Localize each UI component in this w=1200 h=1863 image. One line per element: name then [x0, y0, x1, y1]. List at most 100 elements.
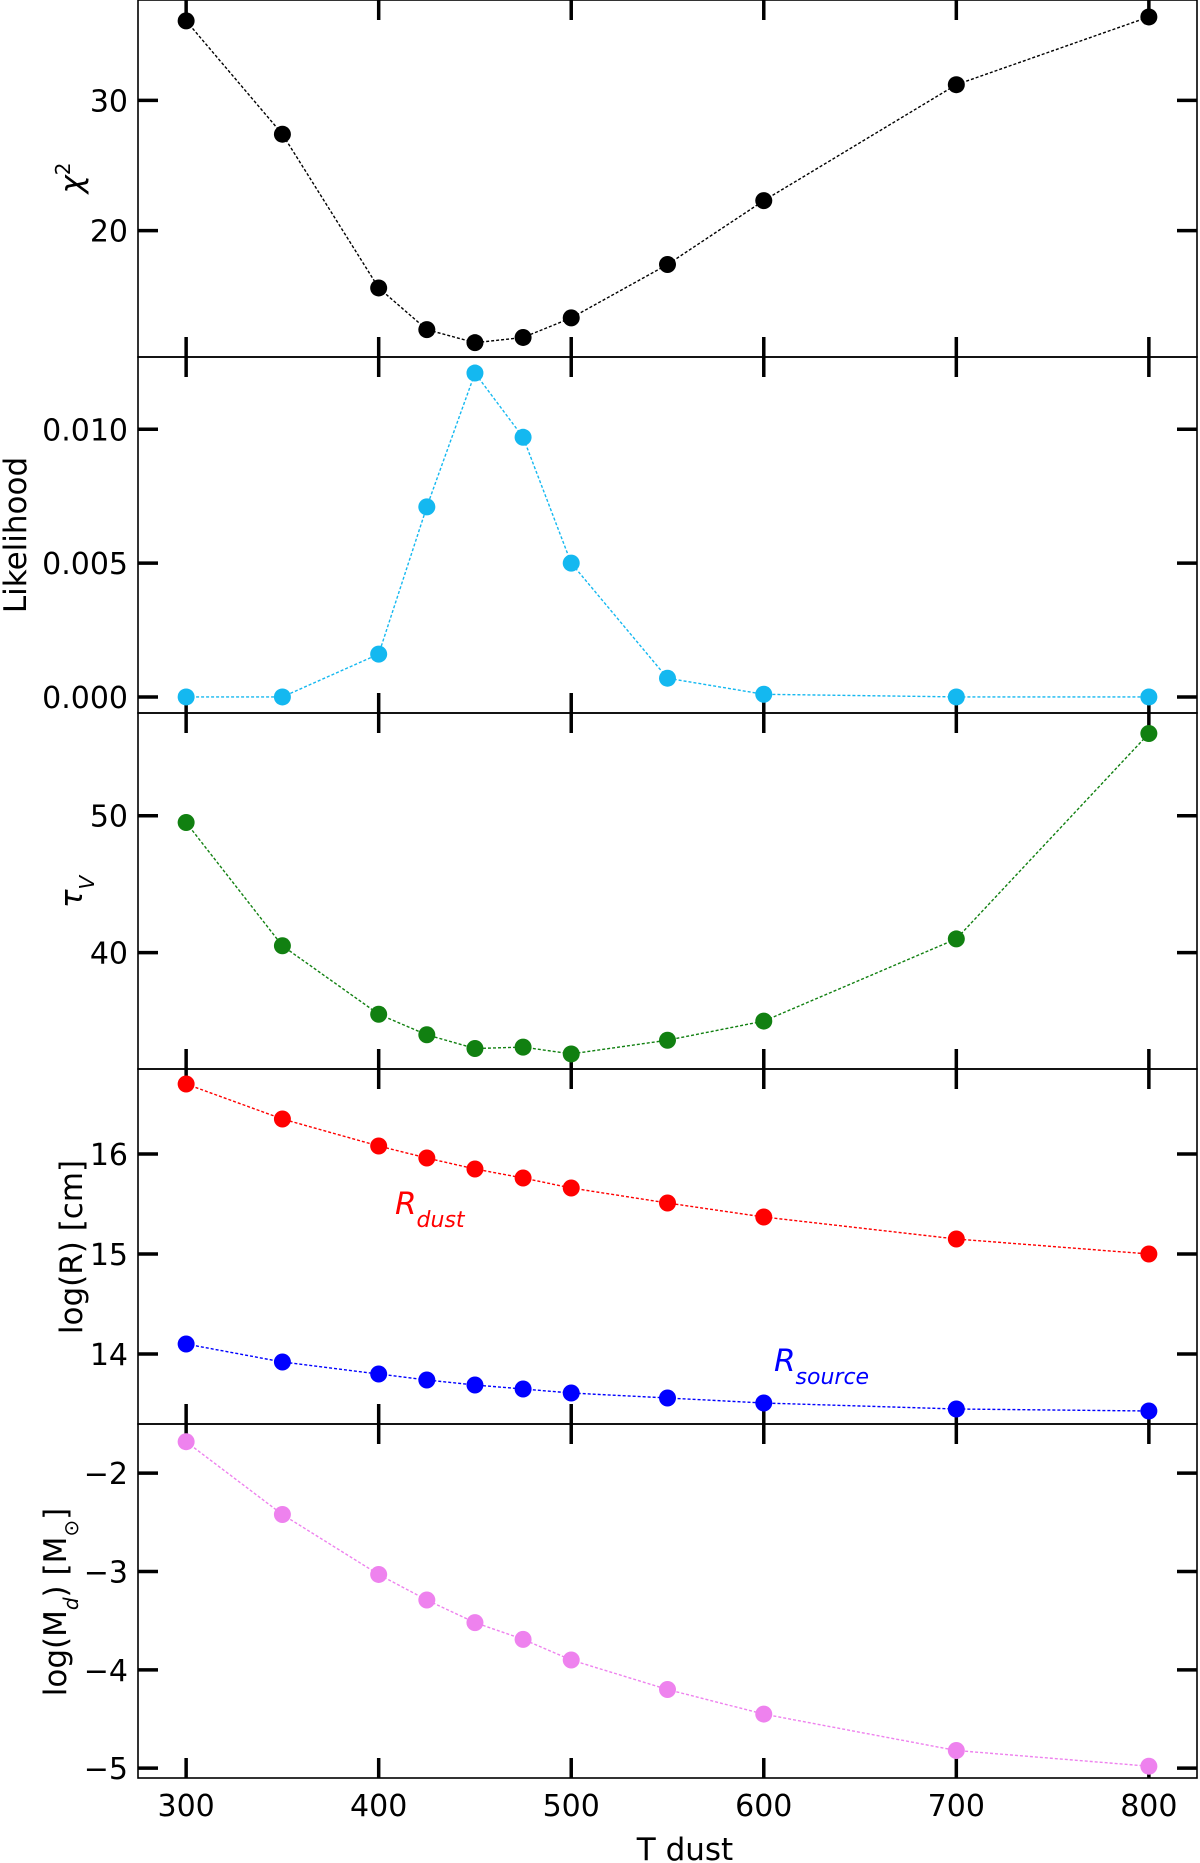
data-point-tau_V	[418, 1026, 436, 1044]
r-dust-annotation-base: R	[395, 1186, 417, 1222]
data-point-R_dust	[755, 1208, 773, 1226]
data-point-log_Md	[755, 1705, 773, 1723]
y-tick-label: 0.010	[42, 413, 128, 448]
data-point-likelihood	[562, 554, 580, 572]
data-point-log_Md	[370, 1565, 388, 1583]
panel-logr: log(R) [cm] Rdust Rsource 14 15 16	[54, 1068, 1198, 1425]
data-point-likelihood	[273, 688, 291, 706]
data-point-R_source	[947, 1400, 965, 1418]
logmd-ylabel-mid: ) [M	[38, 1537, 74, 1598]
data-point-tau_V	[466, 1039, 484, 1057]
data-point-log_Md	[562, 1651, 580, 1669]
data-point-tau_V	[755, 1012, 773, 1030]
data-point-chi2	[466, 334, 484, 352]
panel-logmd: log(Md) [M⊙] −5 −4 −3 −2	[38, 1423, 1198, 1787]
data-point-likelihood	[514, 428, 532, 446]
x-axis-label: T dust	[636, 1832, 733, 1863]
r-dust-annotation: Rdust	[395, 1186, 466, 1233]
logmd-ylabel-sun: ⊙	[59, 1520, 83, 1537]
tauv-ylabel-symbol: τ	[54, 889, 90, 908]
data-point-likelihood	[177, 688, 195, 706]
data-point-chi2	[562, 309, 580, 327]
chi2-ylabel: χ2	[51, 162, 90, 195]
data-point-log_Md	[418, 1591, 436, 1609]
data-point-R_source	[418, 1371, 436, 1389]
data-point-log_Md	[659, 1681, 676, 1698]
panel-frame	[137, 1068, 1198, 1425]
data-point-log_Md	[177, 1433, 195, 1451]
y-tick-label: −3	[84, 1556, 128, 1591]
y-tick-label: 0.000	[42, 681, 128, 716]
data-point-likelihood	[1140, 688, 1158, 706]
data-point-R_source	[514, 1380, 532, 1398]
y-tick-label: −4	[84, 1654, 128, 1689]
y-tick-label: 20	[90, 215, 128, 250]
data-point-R_dust	[370, 1137, 388, 1155]
panel-tauv: τV 40 50	[54, 712, 1198, 1070]
data-point-R_source	[659, 1389, 676, 1407]
panel-likelihood: Likelihood 0.000 0.005 0.010	[0, 356, 1198, 716]
r-dust-annotation-sub: dust	[417, 1208, 466, 1233]
x-tick-label: 500	[543, 1789, 600, 1824]
data-point-R_source	[1140, 1402, 1158, 1420]
data-point-likelihood	[947, 688, 965, 706]
y-tick-label: 0.005	[42, 547, 128, 582]
data-point-likelihood	[755, 685, 773, 703]
logmd-ylabel-pre: log(M	[38, 1610, 74, 1696]
x-tick-label: 600	[735, 1789, 792, 1824]
data-point-log_Md	[514, 1630, 532, 1648]
logmd-ylabel: log(Md) [M⊙]	[38, 1508, 83, 1696]
tauv-ylabel-subscript: V	[75, 875, 99, 890]
data-point-chi2	[273, 125, 291, 143]
data-point-tau_V	[177, 814, 195, 832]
y-tick-label: 50	[90, 800, 128, 835]
data-point-tau_V	[562, 1045, 580, 1063]
data-point-chi2	[755, 192, 773, 210]
data-point-log_Md	[273, 1505, 291, 1523]
y-tick-label: 15	[90, 1238, 128, 1273]
likelihood-ylabel: Likelihood	[0, 457, 34, 613]
panel-chi2: χ2 20 30	[51, 0, 1198, 358]
data-point-R_dust	[466, 1160, 484, 1178]
series-line-log_Md	[185, 1441, 1149, 1767]
data-point-chi2	[659, 255, 676, 273]
data-point-log_Md	[947, 1741, 965, 1759]
y-tick-label: 16	[90, 1138, 128, 1173]
data-point-tau_V	[1140, 725, 1158, 743]
data-point-chi2	[514, 328, 532, 346]
data-point-log_Md	[1140, 1757, 1158, 1775]
logr-ylabel: log(R) [cm]	[54, 1160, 90, 1334]
data-point-chi2	[1140, 8, 1158, 26]
series-line-R_dust	[185, 1083, 1149, 1255]
data-point-likelihood	[418, 498, 436, 516]
data-point-chi2	[177, 12, 195, 30]
x-tick-label: 400	[350, 1789, 407, 1824]
data-point-R_source	[562, 1384, 580, 1402]
panel-frame	[137, 712, 1198, 1070]
r-source-annotation: Rsource	[774, 1343, 869, 1390]
data-point-R_source	[177, 1335, 195, 1353]
data-point-tau_V	[273, 937, 291, 955]
tauv-ylabel: τV	[54, 875, 99, 909]
data-point-R_dust	[273, 1110, 291, 1128]
data-point-R_source	[466, 1376, 484, 1394]
data-point-R_source	[755, 1394, 773, 1412]
data-point-R_dust	[562, 1179, 580, 1197]
x-tick-label: 300	[158, 1789, 215, 1824]
data-point-chi2	[947, 76, 965, 94]
data-point-likelihood	[370, 645, 388, 663]
data-point-R_dust	[947, 1230, 965, 1248]
y-tick-label: 40	[90, 937, 128, 972]
data-point-R_dust	[1140, 1245, 1158, 1263]
x-tick-label: 700	[928, 1789, 985, 1824]
data-point-likelihood	[659, 669, 676, 687]
chi2-ylabel-superscript: 2	[51, 162, 75, 175]
chi2-ylabel-symbol: χ	[54, 174, 90, 196]
data-point-likelihood	[466, 364, 484, 382]
series-line-tau_V	[185, 733, 1150, 1055]
data-point-R_source	[273, 1353, 291, 1371]
data-point-tau_V	[370, 1005, 388, 1023]
logmd-ylabel-end: ]	[38, 1508, 74, 1520]
y-tick-label: 30	[90, 84, 128, 119]
